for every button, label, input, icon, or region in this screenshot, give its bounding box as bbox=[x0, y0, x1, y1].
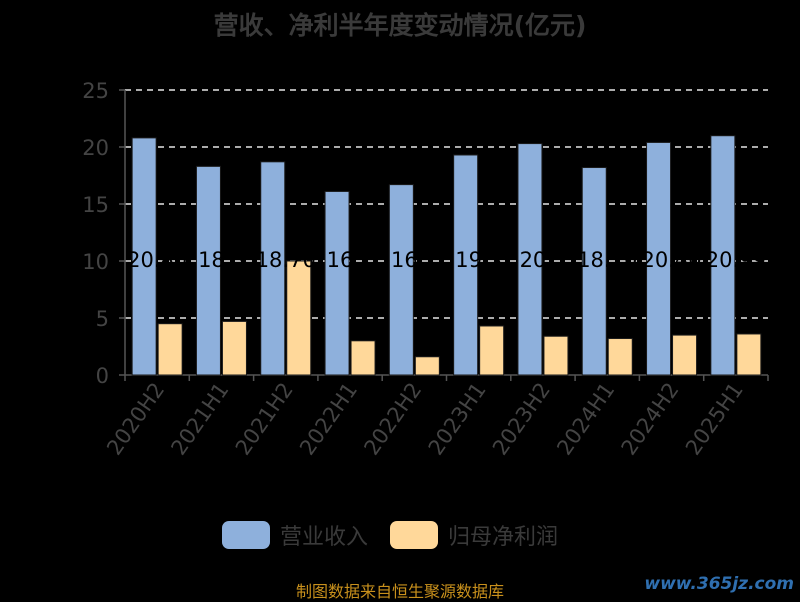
data-label-revenue-2021H1: 18.3 bbox=[198, 248, 245, 272]
x-tick-label-2023H2: 2023H2 bbox=[488, 378, 555, 459]
bar-net-profit-2023H2 bbox=[543, 335, 569, 376]
legend-label-revenue: 营业收入 bbox=[280, 525, 369, 550]
x-tick-label-2024H1: 2024H1 bbox=[552, 378, 619, 459]
bar-revenue-2023H1 bbox=[453, 154, 479, 376]
bar-net-profit-2024H1 bbox=[607, 338, 633, 376]
bar-revenue-2021H1 bbox=[195, 165, 221, 376]
y-tick-label-10: 10 bbox=[82, 250, 109, 274]
data-label-revenue-2022H1: 16.1 bbox=[327, 248, 374, 272]
source-note: 制图数据来自恒生聚源数据库 bbox=[295, 582, 504, 601]
x-tick-label-2024H2: 2024H2 bbox=[617, 378, 684, 459]
data-label-revenue-2024H2: 20.40 bbox=[641, 248, 701, 272]
bar-revenue-2020H2 bbox=[131, 137, 157, 376]
x-tick-label-2023H1: 2023H1 bbox=[424, 378, 491, 459]
data-label-revenue-2024H1: 18.20 bbox=[577, 248, 637, 272]
bar-net-profit-2022H1 bbox=[350, 340, 376, 376]
bar-revenue-2024H2 bbox=[646, 141, 672, 376]
labels-layer: 20.80 18.3 18.70 16.1 16.7 19.3 20.3 18.20 20.40… bbox=[127, 248, 766, 272]
x-tick-label-2022H2: 2022H2 bbox=[359, 378, 426, 459]
x-tick-label-2025H1: 2025H1 bbox=[681, 378, 748, 459]
bar-revenue-2021H2 bbox=[260, 161, 286, 376]
y-tick-label-20: 20 bbox=[82, 136, 109, 160]
bar-net-profit-2022H2 bbox=[414, 356, 440, 376]
bars-layer bbox=[131, 135, 762, 376]
x-tick-label-2021H2: 2021H2 bbox=[231, 378, 298, 459]
x-tick-label-2022H1: 2022H1 bbox=[295, 378, 362, 459]
bar-revenue-2024H1 bbox=[581, 167, 607, 376]
y-tick-label-15: 15 bbox=[82, 193, 109, 217]
y-tick-label-25: 25 bbox=[82, 79, 109, 103]
bar-revenue-2022H2 bbox=[388, 184, 414, 376]
data-label-revenue-2020H2: 20.80 bbox=[127, 248, 187, 272]
data-label-revenue-2023H1: 19.3 bbox=[455, 248, 502, 272]
data-label-revenue-2021H2: 18.70 bbox=[256, 248, 316, 272]
legend-swatch-revenue bbox=[222, 521, 270, 549]
x-tick-label-2020H2: 2020H2 bbox=[102, 378, 169, 459]
bar-net-profit-2025H1 bbox=[736, 333, 762, 376]
grid-layer bbox=[125, 89, 768, 319]
bar-revenue-2022H1 bbox=[324, 190, 350, 376]
x-tick-label-2021H1: 2021H1 bbox=[167, 378, 234, 459]
legend: 营业收入 归母净利润 bbox=[222, 520, 558, 550]
legend-swatch-net-profit bbox=[390, 521, 439, 549]
legend-item-revenue[interactable]: 营业收入 bbox=[222, 519, 368, 551]
data-label-revenue-2025H1: 20.99 bbox=[706, 248, 766, 272]
data-label-revenue-2023H2: 20.3 bbox=[520, 248, 567, 272]
bar-net-profit-2020H2 bbox=[157, 323, 183, 376]
y-tick-label-0: 0 bbox=[96, 364, 109, 388]
y-tick-label-5: 5 bbox=[96, 307, 109, 331]
bar-revenue-2025H1 bbox=[710, 135, 736, 376]
data-label-revenue-2022H2: 16.7 bbox=[391, 248, 438, 272]
legend-label-net-profit: 归母净利润 bbox=[448, 525, 559, 550]
bar-net-profit-2024H2 bbox=[672, 334, 698, 376]
watermark: www.365jz.com bbox=[644, 574, 794, 594]
bar-net-profit-2021H2 bbox=[286, 260, 312, 376]
legend-item-net-profit[interactable]: 归母净利润 bbox=[390, 519, 558, 551]
chart-title: 营收、净利半年度变动情况(亿元) bbox=[213, 11, 587, 40]
bar-net-profit-2023H1 bbox=[479, 325, 505, 376]
bar-net-profit-2021H1 bbox=[221, 320, 247, 376]
bar-revenue-2023H2 bbox=[517, 143, 543, 376]
